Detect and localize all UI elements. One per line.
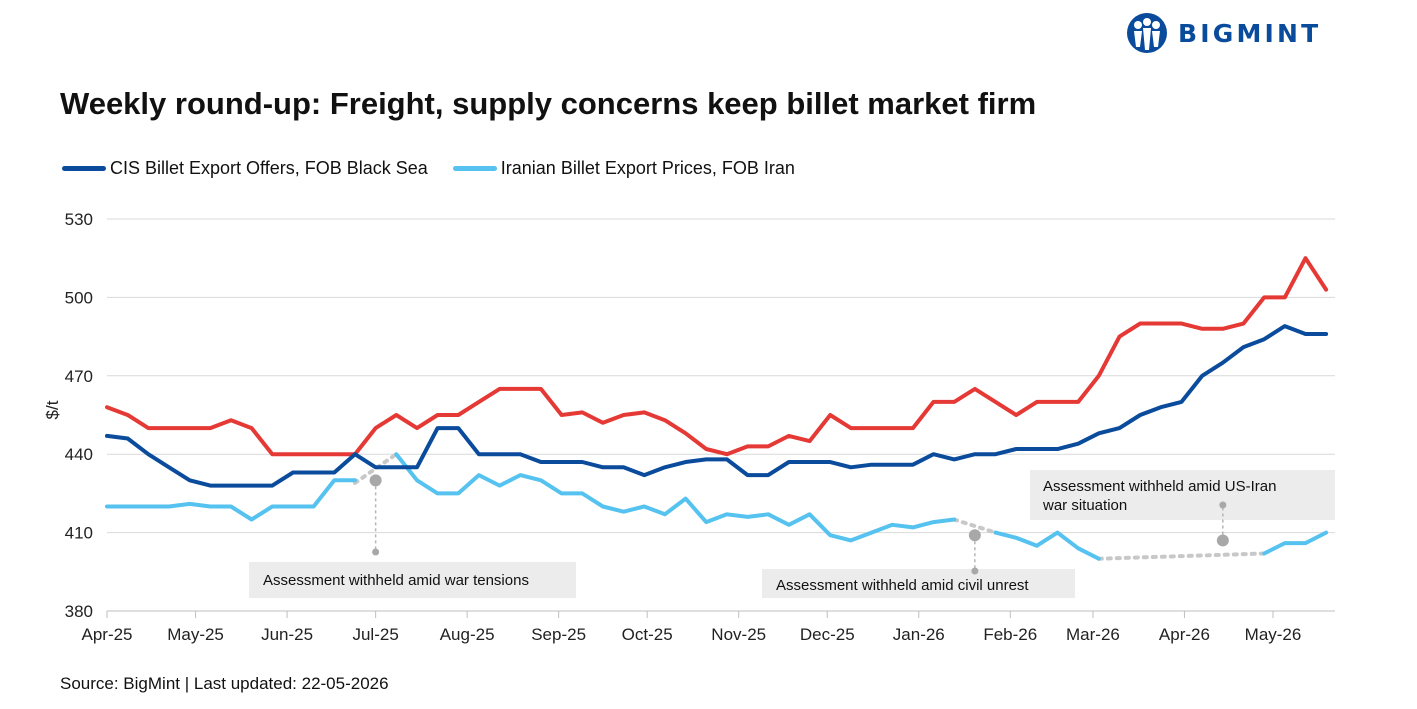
x-tick-label: Jan-26 <box>893 625 945 644</box>
iran-series-line <box>1262 530 1329 556</box>
x-tick-label: Feb-26 <box>983 625 1037 644</box>
iran-series-line <box>105 478 357 522</box>
x-tick-label: Mar-26 <box>1066 625 1120 644</box>
legend-label-iran: Iranian Billet Export Prices, FOB Iran <box>500 158 795 178</box>
gap-connector-line <box>1096 551 1267 561</box>
annotation-box <box>249 562 576 598</box>
cis-series-line <box>105 324 1329 488</box>
y-tick-label: 500 <box>65 288 93 307</box>
x-tick-label: Oct-25 <box>622 625 673 644</box>
annotation-text: war situation <box>1042 497 1127 514</box>
gap-connector-line <box>952 517 998 535</box>
bigmint-logo: BIGMINT <box>1125 11 1321 55</box>
y-tick-label: 530 <box>65 210 93 229</box>
y-axis-label: $/t <box>43 400 62 419</box>
x-tick-label: May-26 <box>1245 625 1302 644</box>
annotation-box <box>762 569 1075 598</box>
annotation-text: Assessment withheld amid US-Iran <box>1043 478 1276 495</box>
annotation-marker <box>369 474 382 487</box>
annotation-box <box>1030 470 1335 520</box>
source-note: Source: BigMint | Last updated: 22-05-20… <box>60 674 389 693</box>
y-tick-label: 440 <box>65 445 93 464</box>
chart-legend: CIS Billet Export Offers, FOB Black Sea … <box>62 158 820 179</box>
annotation-dot <box>1219 501 1227 509</box>
y-tick-label: 470 <box>65 367 93 386</box>
iran-series-line <box>394 452 957 543</box>
annotation-dot <box>372 548 380 556</box>
x-tick-label: Aug-25 <box>440 625 495 644</box>
x-tick-label: Jun-25 <box>261 625 313 644</box>
bigmint-logo-icon <box>1127 13 1167 53</box>
chart-title: Weekly round-up: Freight, supply concern… <box>60 86 1037 121</box>
red-series-line <box>105 256 1329 457</box>
y-tick-label: 380 <box>65 602 93 621</box>
annotation-marker <box>968 529 981 542</box>
x-tick-label: Apr-25 <box>81 625 132 644</box>
brand-name: BIGMINT <box>1178 18 1322 48</box>
annotation-text: Assessment withheld amid war tensions <box>263 572 529 589</box>
x-tick-label: Jul-25 <box>352 625 398 644</box>
annotation-dot <box>971 567 979 575</box>
legend-swatch-cis <box>62 166 106 171</box>
x-tick-label: May-25 <box>167 625 224 644</box>
legend-swatch-iran <box>452 166 497 171</box>
x-tick-label: Sep-25 <box>531 625 586 644</box>
x-tick-label: Nov-25 <box>711 625 766 644</box>
iran-series-line <box>993 530 1101 561</box>
x-tick-label: Apr-26 <box>1159 625 1210 644</box>
annotation-text: Assessment withheld amid civil unrest <box>776 577 1029 594</box>
legend-item-cis: CIS Billet Export Offers, FOB Black Sea <box>62 158 428 179</box>
x-tick-label: Dec-25 <box>800 625 855 644</box>
legend-item-iran: Iranian Billet Export Prices, FOB Iran <box>452 158 795 179</box>
y-tick-label: 410 <box>65 524 93 543</box>
annotation-marker <box>1216 534 1229 547</box>
legend-label-cis: CIS Billet Export Offers, FOB Black Sea <box>110 158 428 178</box>
